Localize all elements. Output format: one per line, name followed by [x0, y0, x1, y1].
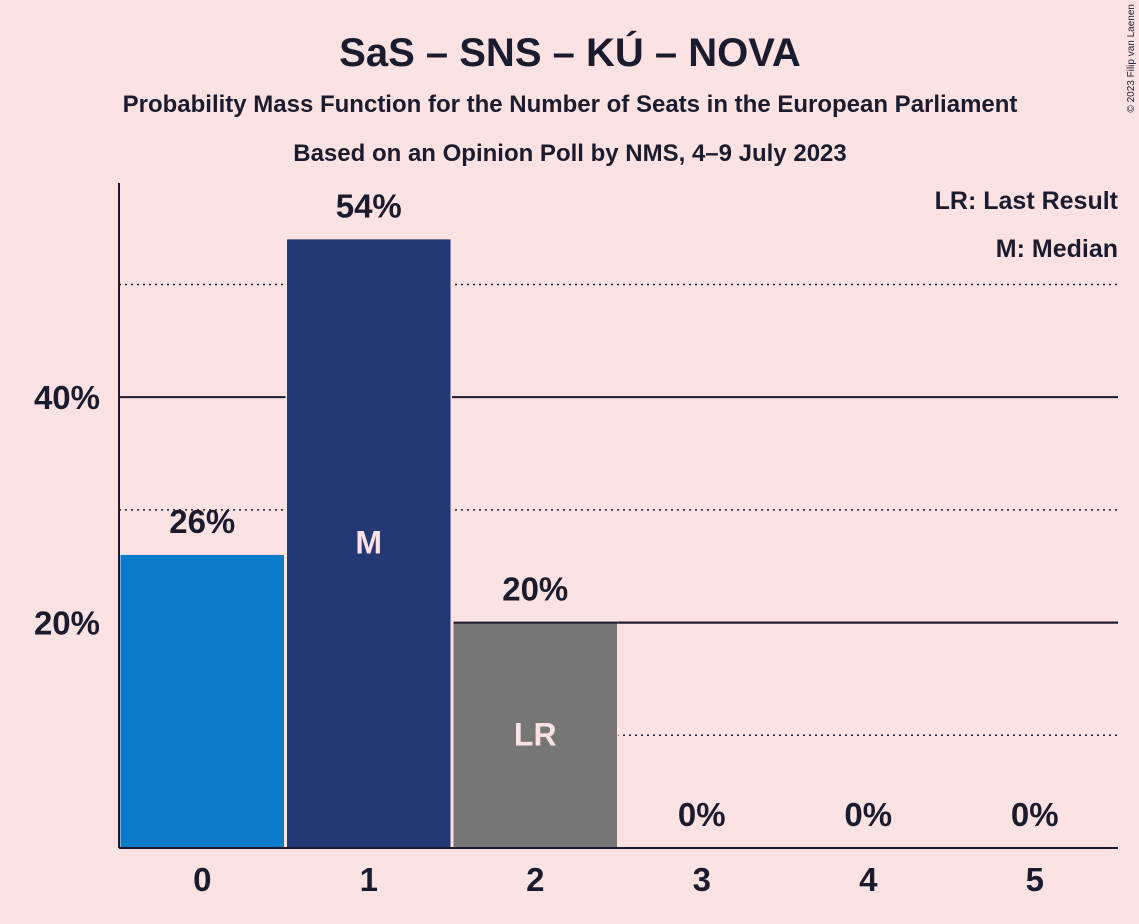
- bar-0: [120, 554, 284, 848]
- data-label-2: 20%: [502, 571, 568, 608]
- chart-subtitle-poll: Based on an Opinion Poll by NMS, 4–9 Jul…: [293, 140, 847, 167]
- legend-last-result: LR: Last Result: [935, 187, 1119, 215]
- bar-1: [287, 239, 451, 848]
- bar-marker-lr: LR: [514, 716, 557, 752]
- y-tick-40: 40%: [34, 379, 100, 416]
- chart-subtitle: Probability Mass Function for the Number…: [123, 91, 1018, 118]
- copyright-note: © 2023 Filip van Laenen: [1126, 4, 1137, 113]
- bars: [119, 237, 619, 848]
- bar-marker-m: M: [355, 525, 382, 561]
- bar-2: [453, 622, 617, 848]
- x-tick-2: 2: [526, 861, 544, 898]
- x-tick-1: 1: [360, 861, 378, 898]
- axes: 0 1 2 3 4 5 20% 40%: [34, 183, 1118, 898]
- data-label-0: 26%: [169, 503, 235, 540]
- data-label-1: 54%: [336, 187, 402, 224]
- data-label-3: 0%: [678, 796, 726, 833]
- data-labels: 26% 54% M 20% LR 0% 0% 0%: [169, 187, 1058, 833]
- data-label-4: 0%: [844, 796, 892, 833]
- legend-median: M: Median: [996, 235, 1118, 263]
- chart-title: SaS – SNS – KÚ – NOVA: [339, 29, 801, 75]
- data-label-5: 0%: [1011, 796, 1059, 833]
- y-tick-20: 20%: [34, 605, 100, 642]
- x-tick-3: 3: [693, 861, 711, 898]
- x-tick-0: 0: [193, 861, 211, 898]
- x-tick-4: 4: [859, 861, 878, 898]
- x-tick-5: 5: [1026, 861, 1044, 898]
